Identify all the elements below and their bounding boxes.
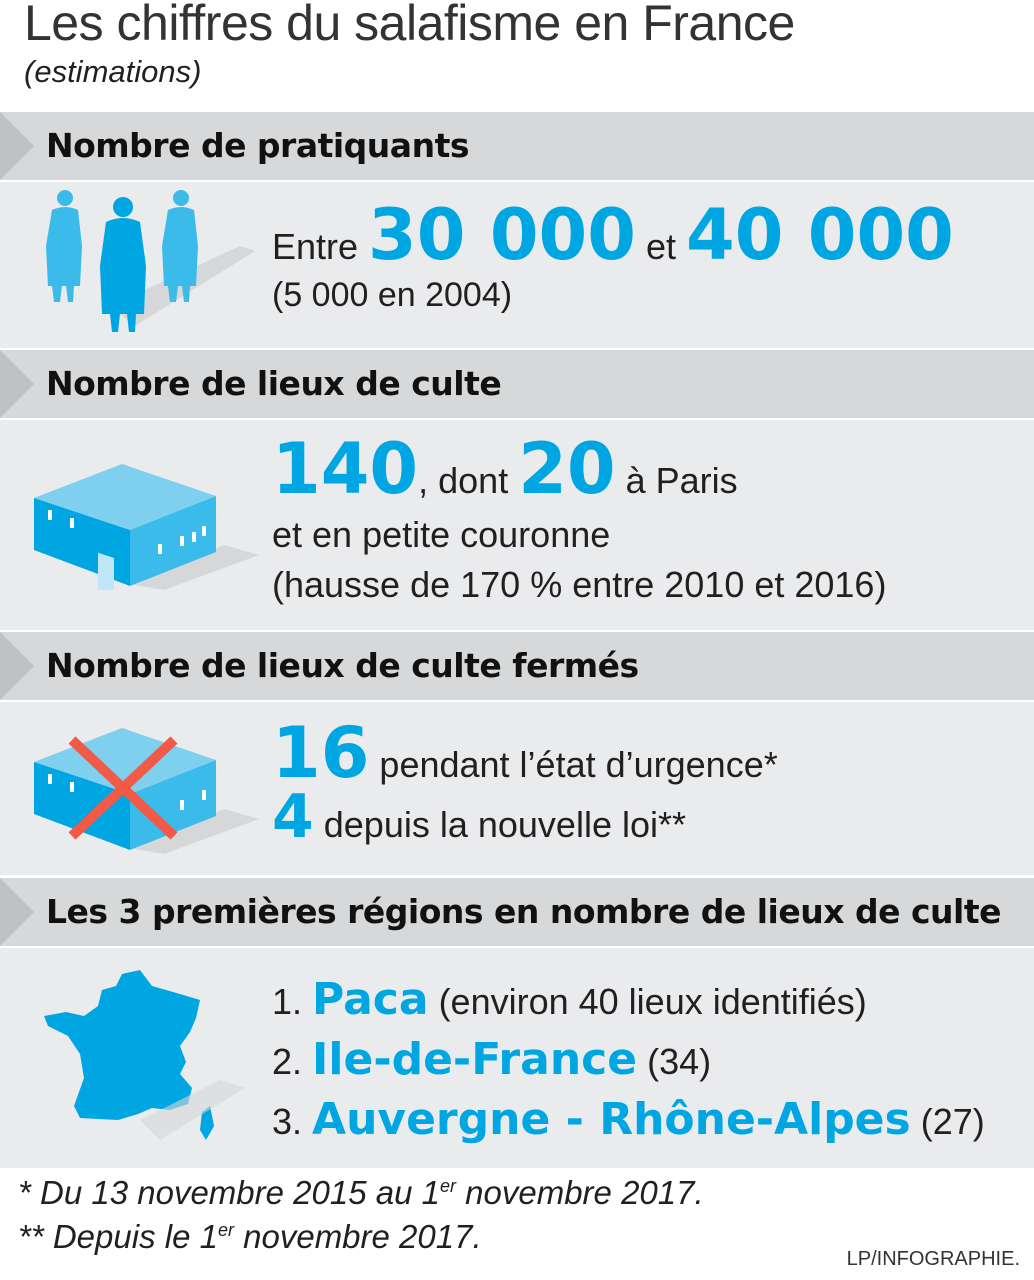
rank: 3.	[272, 1101, 313, 1142]
section-body-regions: 1. Paca (environ 40 lieux identifiés) 2.…	[0, 948, 1034, 1168]
section-header-places: Nombre de lieux de culte	[0, 350, 1034, 418]
value-min-practitioners: 30 000	[368, 194, 636, 276]
rank: 1.	[272, 981, 313, 1022]
arrow-icon	[0, 112, 34, 180]
practitioners-2004: (5 000 en 2004)	[272, 276, 513, 314]
building-icon	[34, 464, 259, 590]
section-heading: Nombre de lieux de culte fermés	[46, 646, 639, 685]
region-count: (34)	[637, 1041, 712, 1082]
region-count: (27)	[910, 1101, 985, 1142]
value-places-total: 140	[272, 428, 419, 510]
section-heading: Les 3 premières régions en nombre de lie…	[46, 892, 1001, 931]
section-header-regions: Les 3 premières régions en nombre de lie…	[0, 878, 1034, 946]
arrow-icon	[0, 632, 34, 700]
arrow-icon	[0, 878, 34, 946]
section-heading: Nombre de pratiquants	[46, 126, 469, 165]
value-max-practitioners: 40 000	[685, 194, 954, 276]
rank: 2.	[272, 1041, 313, 1082]
people-icon	[46, 190, 255, 332]
text-entre: Entre	[272, 226, 369, 267]
section-heading: Nombre de lieux de culte	[46, 364, 502, 403]
cross-icon	[68, 736, 178, 840]
footnote-2: ** Depuis le 1er novembre 2017.	[18, 1218, 482, 1255]
region-name: Auvergne - Rhône-Alpes	[312, 1094, 911, 1145]
credit: LP/INFOGRAPHIE.	[846, 1248, 1020, 1270]
section-body-closed: 16 pendant l’état d’urgence* 4 depuis la…	[0, 702, 1034, 875]
section-body-places: 140, dont 20 à Paris et en petite couron…	[0, 420, 1034, 630]
text-et: et	[635, 226, 686, 267]
text-law: depuis la nouvelle loi**	[313, 804, 687, 845]
value-places-paris: 20	[518, 428, 616, 510]
region-name: Paca	[312, 974, 429, 1025]
section-header-closed: Nombre de lieux de culte fermés	[0, 632, 1034, 700]
text-emergency: pendant l’état d’urgence*	[369, 744, 778, 785]
section-header-practitioners: Nombre de pratiquants	[0, 112, 1034, 180]
text-petite-couronne: et en petite couronne	[272, 514, 611, 555]
arrow-icon	[0, 350, 34, 418]
value-closed-law: 4	[272, 782, 314, 852]
page-title: Les chiffres du salafisme en France	[24, 0, 795, 51]
section-body-practitioners: Entre 30 000 et 40 000 (5 000 en 2004)	[0, 182, 1034, 348]
text-hausse: (hausse de 170 % entre 2010 et 2016)	[272, 564, 887, 605]
region-count: (environ 40 lieux identifiés)	[428, 981, 867, 1022]
footnote-1: * Du 13 novembre 2015 au 1er novembre 20…	[18, 1174, 704, 1211]
page-subtitle: (estimations)	[24, 54, 202, 89]
text-dont: , dont	[418, 460, 519, 501]
france-map-icon	[44, 970, 245, 1140]
closed-building-icon	[34, 728, 259, 854]
value-closed-emergency: 16	[272, 712, 370, 794]
region-name: Ile-de-France	[312, 1034, 638, 1085]
text-a-paris: à Paris	[615, 460, 738, 501]
